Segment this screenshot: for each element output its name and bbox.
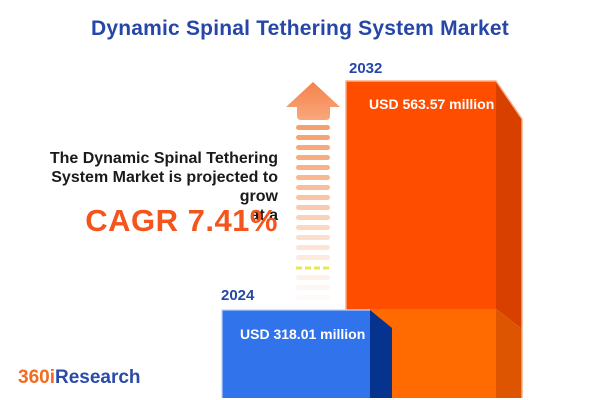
bar-2024 (221, 309, 392, 398)
growth-arrow-icon (286, 82, 340, 300)
description-text: The Dynamic Spinal Tethering System Mark… (14, 149, 278, 225)
bar-2024-year-label: 2024 (221, 287, 255, 304)
description-line-3: at a (250, 207, 278, 224)
page-title: Dynamic Spinal Tethering System Market (90, 17, 509, 40)
brand-logo: 360iResearch (18, 367, 141, 389)
logo-360i: 360i (18, 367, 55, 388)
description-line-1: The Dynamic Spinal Tethering (49, 150, 278, 167)
bar-2032-year-label: 2032 (349, 60, 383, 77)
bar-2032-value-label: USD 563.57 million (369, 96, 495, 112)
bar-2024-value-label: USD 318.01 million (240, 326, 366, 342)
cagr-value: CAGR 7.41% (85, 203, 278, 238)
logo-research: Research (54, 367, 141, 388)
description-line-2: System Market is projected to grow (51, 169, 278, 205)
